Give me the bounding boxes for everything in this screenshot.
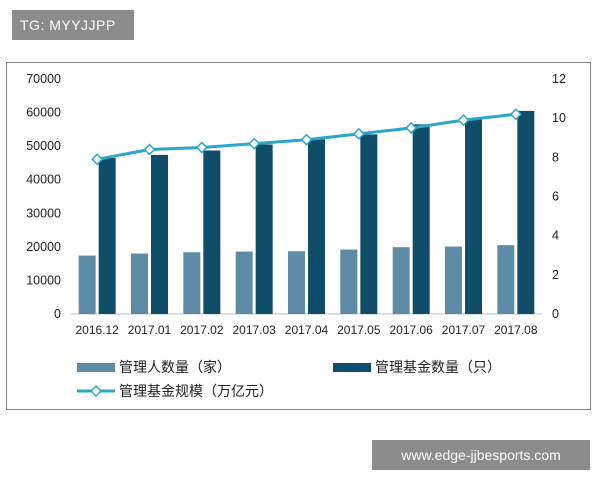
bar-managers — [340, 249, 358, 314]
y-right-tick-label: 8 — [552, 150, 559, 164]
bar-managers — [131, 253, 148, 314]
bar-managers — [78, 255, 96, 314]
line-marker — [300, 133, 313, 146]
chart-line — [91, 108, 522, 166]
chart-legend: 管理人数量（家） 管理基金数量（只） 管理基金规模（万亿元） — [77, 359, 501, 399]
legend-swatch-managers — [77, 363, 115, 372]
y-left-tick-label: 20000 — [26, 240, 61, 254]
watermark: www.edge-jjbesports.com — [372, 440, 590, 470]
tag-label: TG: MYYJJPP — [12, 10, 134, 40]
y-left-tick-label: 40000 — [26, 173, 61, 187]
x-tick-label: 2017.02 — [180, 323, 224, 337]
bar-managers — [445, 246, 462, 314]
legend-item-funds: 管理基金数量（只） — [333, 359, 501, 375]
bar-funds — [308, 139, 325, 314]
y-right-tick-label: 0 — [552, 307, 559, 321]
bar-managers — [392, 247, 410, 314]
bar-funds — [360, 134, 378, 314]
bar-funds — [412, 124, 430, 314]
bar-managers — [183, 252, 201, 314]
y-left-tick-label: 10000 — [26, 273, 61, 287]
bar-funds — [465, 119, 482, 315]
legend-label-funds: 管理基金数量（只） — [375, 359, 501, 375]
bar-funds — [255, 144, 273, 314]
line-marker — [352, 127, 365, 140]
legend-label-scale: 管理基金规模（万亿元） — [119, 383, 273, 399]
bar-funds — [203, 150, 221, 314]
y-right-tick-label: 4 — [552, 229, 559, 243]
y-right-tick-label: 2 — [552, 268, 559, 282]
bar-managers — [497, 245, 515, 314]
legend-item-scale: 管理基金规模（万亿元） — [77, 383, 273, 399]
x-tick-label: 2017.06 — [389, 323, 433, 337]
y-right-tick-label: 6 — [552, 190, 559, 204]
bar-funds — [98, 157, 116, 314]
chart-svg: 0 10000 20000 30000 40000 50000 60000 70000 0 2 4 6… — [26, 72, 566, 399]
line-marker — [195, 141, 208, 154]
line-marker — [405, 121, 418, 135]
legend-marker-scale — [89, 384, 103, 398]
chart-ticks: 0 10000 20000 30000 40000 50000 60000 70000 0 2 4 6… — [26, 72, 566, 337]
line-marker — [457, 114, 470, 127]
y-left-tick-label: 30000 — [26, 206, 61, 220]
x-tick-label: 2017.07 — [442, 323, 486, 337]
bar-funds — [151, 154, 168, 314]
bar-managers — [235, 251, 253, 314]
y-left-tick-label: 0 — [54, 307, 61, 321]
legend-swatch-funds — [333, 363, 371, 372]
x-tick-label: 2017.01 — [128, 323, 172, 337]
y-right-tick-label: 12 — [552, 72, 566, 86]
chart-bars — [78, 110, 535, 315]
line-marker — [143, 143, 156, 156]
line-marker — [91, 153, 104, 166]
x-tick-label: 2017.04 — [285, 323, 329, 337]
line-marker — [248, 137, 261, 150]
line-marker — [509, 108, 522, 121]
bar-managers — [288, 251, 305, 314]
y-right-tick-label: 10 — [552, 111, 566, 125]
x-tick-label: 2017.05 — [337, 323, 381, 337]
y-left-tick-label: 70000 — [26, 72, 61, 86]
chart-frame: 0 10000 20000 30000 40000 50000 60000 70000 0 2 4 6… — [6, 62, 591, 410]
legend-item-managers: 管理人数量（家） — [77, 359, 231, 375]
x-tick-label: 2017.03 — [232, 323, 276, 337]
legend-label-managers: 管理人数量（家） — [119, 359, 231, 375]
y-left-tick-label: 50000 — [26, 139, 61, 153]
bar-funds — [517, 110, 535, 314]
x-tick-label: 2017.08 — [494, 323, 538, 337]
x-tick-label: 2016.12 — [75, 323, 119, 337]
y-left-tick-label: 60000 — [26, 106, 61, 120]
